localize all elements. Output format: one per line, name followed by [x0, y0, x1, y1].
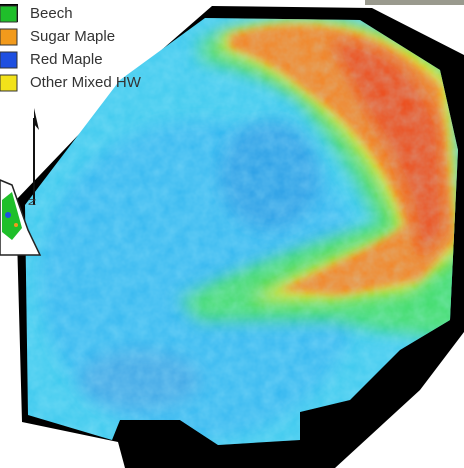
legend-swatch [0, 29, 17, 45]
legend-label: Other Mixed HW [30, 74, 142, 91]
legend-label: Red Maple [30, 51, 103, 68]
legend: Beech Sugar Maple Red Maple Other Mixed HW [0, 5, 142, 91]
north-label: N [28, 198, 39, 205]
legend-swatch [0, 75, 17, 91]
page: BeechSugar MapleRed MapleOther Mixed HW … [0, 0, 464, 468]
legend-label: Beech [30, 5, 73, 22]
legend-label: Sugar Maple [30, 28, 115, 45]
legend-swatch [0, 6, 17, 22]
top-bar [365, 0, 464, 5]
map-figure: BeechSugar MapleRed MapleOther Mixed HW … [0, 0, 464, 468]
legend-swatch [0, 52, 17, 68]
